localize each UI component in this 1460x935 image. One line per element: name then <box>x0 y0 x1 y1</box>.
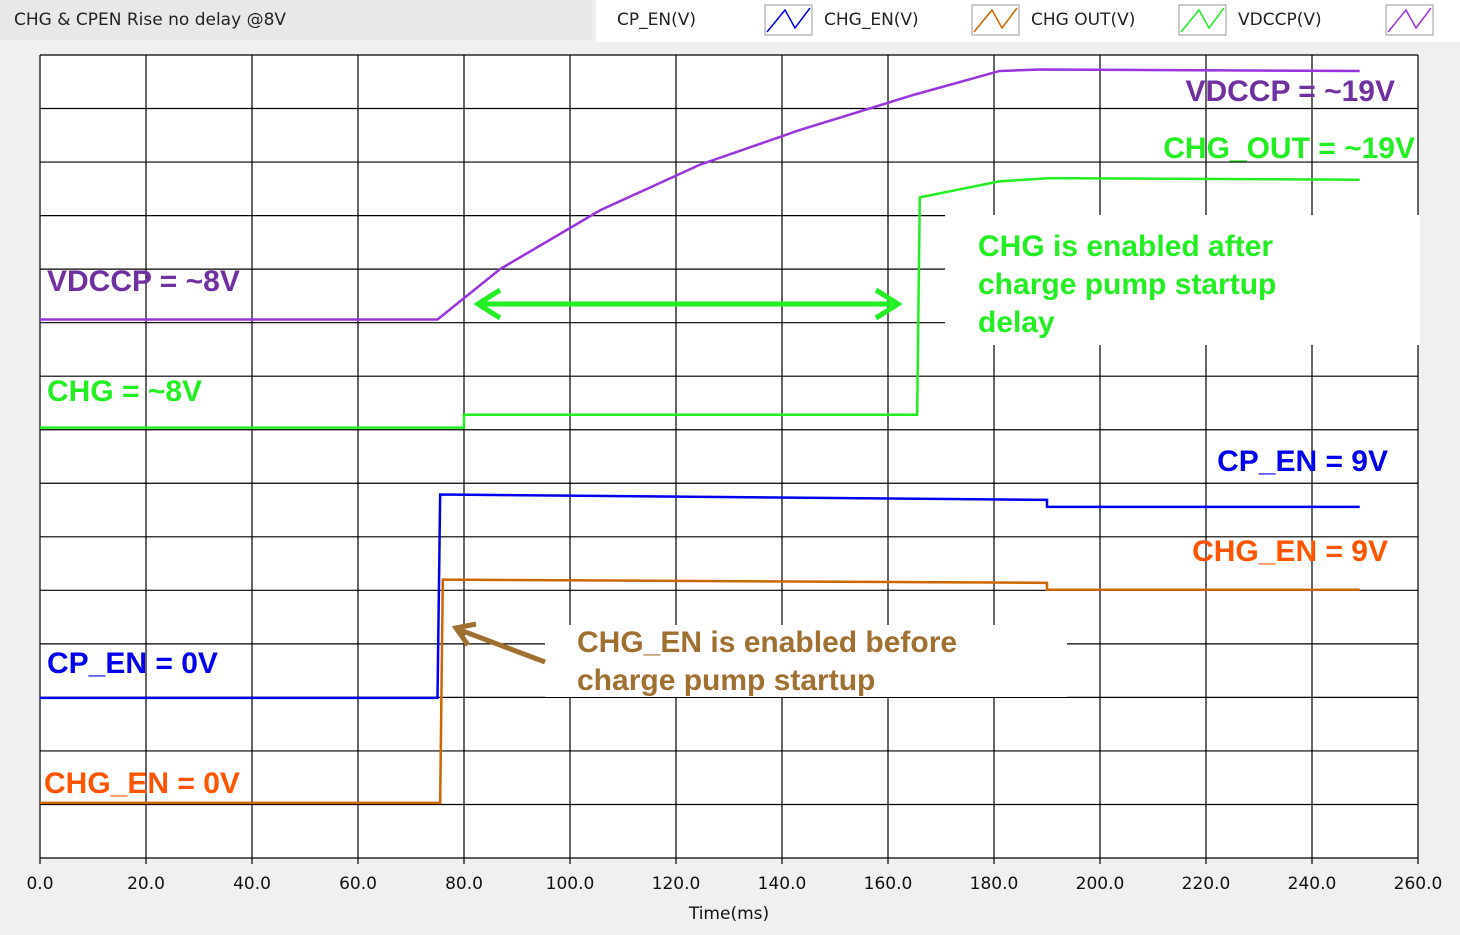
annotation-line: CP_EN = 0V <box>47 647 218 680</box>
annotation: CP_EN = 0V <box>47 647 218 680</box>
legend-icon-line <box>766 7 811 33</box>
legend-label: VDCCP(V) <box>1238 10 1322 30</box>
x-tick-label: 40.0 <box>233 874 271 894</box>
legend-icon-box <box>1385 4 1434 36</box>
legend-icon-line <box>1180 7 1225 33</box>
annotation-line: CP_EN = 9V <box>1217 445 1388 478</box>
x-tick-label: 120.0 <box>652 874 701 894</box>
x-tick-label: 240.0 <box>1288 874 1337 894</box>
annotation-line: CHG_EN is enabled before <box>577 626 957 659</box>
chart-title: CHG & CPEN Rise no delay @8V <box>14 10 286 30</box>
legend-icon-line <box>973 7 1018 33</box>
legend-label: CP_EN(V) <box>617 10 696 30</box>
annotation-box <box>945 215 1420 345</box>
legend-icon-box <box>971 4 1020 36</box>
x-axis-label: Time(ms) <box>688 904 769 924</box>
legend-icon <box>1385 4 1434 36</box>
plot-area <box>40 55 1418 858</box>
title-bar <box>0 0 592 40</box>
x-tick-label: 160.0 <box>864 874 913 894</box>
x-tick-label: 0.0 <box>26 874 53 894</box>
annotation-line: CHG_EN = 9V <box>1192 535 1388 568</box>
annotation-line: VDCCP = ~19V <box>1185 75 1395 108</box>
legend-icon-line <box>1387 7 1432 33</box>
legend-icon-box <box>764 4 813 36</box>
annotation: CHG_EN is enabled before charge pump star… <box>577 626 957 697</box>
annotation: VDCCP = ~19V <box>1185 75 1395 108</box>
annotation-line: delay <box>978 306 1055 339</box>
annotation: VDCCP = ~8V <box>47 265 240 298</box>
x-tick-label: 60.0 <box>339 874 377 894</box>
annotation-line: CHG_EN = 0V <box>44 767 240 800</box>
enable-arrow <box>451 621 546 665</box>
delay-arrow <box>473 287 903 321</box>
annotation-line: charge pump startup <box>978 268 1276 301</box>
legend-label: CHG OUT(V) <box>1031 10 1135 30</box>
annotation: CHG = ~8V <box>47 375 202 408</box>
x-tick-label: 260.0 <box>1394 874 1443 894</box>
x-tick-label: 180.0 <box>970 874 1019 894</box>
x-tick-label: 20.0 <box>127 874 165 894</box>
annotation: CP_EN = 9V <box>1217 445 1388 478</box>
annotation-line: VDCCP = ~8V <box>47 265 240 298</box>
legend-icon <box>764 4 813 36</box>
legend-icon-box <box>1178 4 1227 36</box>
x-tick-label: 80.0 <box>445 874 483 894</box>
x-tick-label: 220.0 <box>1182 874 1231 894</box>
x-tick-label: 100.0 <box>546 874 595 894</box>
annotation: CHG is enabled after charge pump startup d… <box>978 230 1276 339</box>
legend-icon <box>971 4 1020 36</box>
annotation-line: CHG is enabled after <box>978 230 1273 263</box>
x-tick-label: 140.0 <box>758 874 807 894</box>
series-line <box>40 493 1360 700</box>
legend-icon <box>1178 4 1227 36</box>
annotation: CHG_EN = 9V <box>1192 535 1388 568</box>
series-line <box>40 68 1360 321</box>
annotation: CHG_EN = 0V <box>44 767 240 800</box>
annotation-line: CHG_OUT = ~19V <box>1163 132 1415 165</box>
annotation-line: charge pump startup <box>577 664 875 697</box>
series-line <box>40 176 1360 429</box>
series-line <box>40 578 1360 805</box>
annotation-box <box>545 625 1067 697</box>
x-tick-label: 200.0 <box>1076 874 1125 894</box>
legend-bar <box>596 0 1460 42</box>
annotation-line: CHG = ~8V <box>47 375 202 408</box>
annotation: CHG_OUT = ~19V <box>1163 132 1415 165</box>
legend-label: CHG_EN(V) <box>824 10 919 30</box>
